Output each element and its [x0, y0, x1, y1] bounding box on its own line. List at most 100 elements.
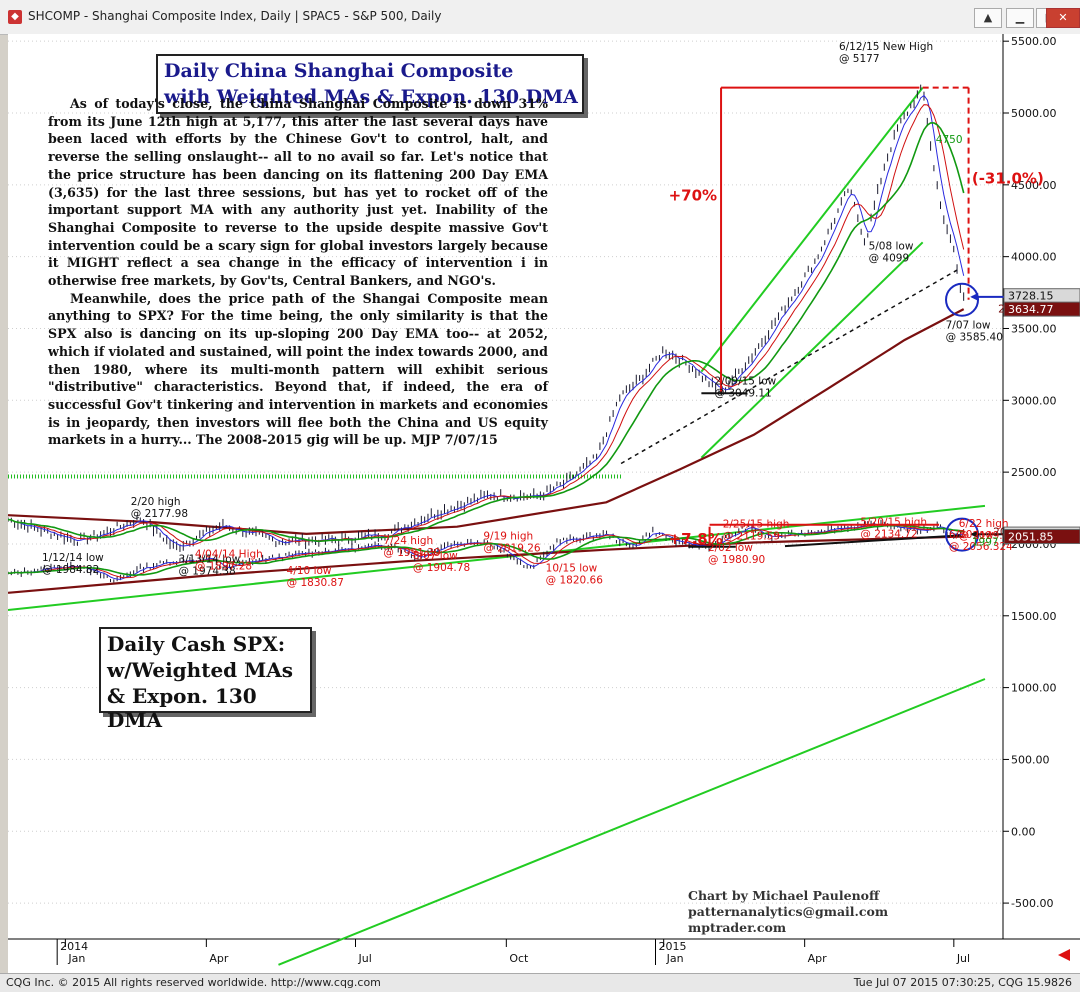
annotation-label: 2/09/15 low	[714, 376, 776, 388]
y-tick-label: 1500.00	[1011, 610, 1057, 623]
x-tick-label: Oct	[509, 952, 529, 965]
spx-channel-line	[278, 678, 986, 966]
annotation-label: 1/12/14 low	[42, 552, 104, 564]
chart-background	[8, 34, 1080, 973]
y-tick-label: 4500.00	[1011, 179, 1057, 192]
window-titlebar: ◆ SHCOMP - Shanghai Composite Index, Dai…	[0, 0, 1080, 35]
annotation-label: 2/20 high	[131, 496, 181, 508]
x-tick-label: 2015	[658, 940, 686, 953]
headline-top-line1: Daily China Shanghai Composite	[164, 60, 514, 82]
annotation-label: @ 1820.66	[546, 574, 604, 586]
headline-bottom-line2: w/Weighted MAs	[107, 658, 294, 682]
y-tick-label: 4000.00	[1011, 251, 1057, 264]
y-tick-label: 5000.00	[1011, 107, 1057, 120]
annotation-label: 10/15 low	[546, 562, 598, 574]
price-tag-label: 3634.77	[1008, 303, 1054, 316]
x-tick-label: Jan	[67, 952, 85, 965]
annotation-label: @ 5177	[839, 53, 880, 65]
y-tick-label: -500.00	[1011, 897, 1053, 910]
x-tick-label: 2014	[60, 940, 88, 953]
close-button[interactable]: ✕	[1046, 8, 1080, 28]
credit-line-1: Chart by Michael Paulenoff	[688, 888, 880, 903]
annotation-label: 8/07 low	[413, 550, 458, 562]
annotation-label: @ 1904.78	[413, 562, 470, 574]
spx-arrow-head	[970, 530, 979, 539]
status-left: CQG Inc. © 2015 All rights reserved worl…	[6, 976, 381, 989]
chart-svg: 5500.00 5000.00 4500.00 4000.00 3500.00 3000.…	[7, 34, 1080, 973]
annotation-label: +70%	[669, 187, 717, 205]
annotation-label: @ 2019.26	[483, 543, 541, 555]
y-tick-label: 500.00	[1011, 753, 1050, 766]
annotation-label: 7/24 high	[383, 535, 433, 547]
annotation-label: 4/10 low	[287, 565, 332, 577]
commentary-text: As of today's close, the China Shanghai …	[48, 95, 548, 449]
app-icon: ◆	[8, 10, 22, 24]
annotation-label: 2/02 low	[708, 542, 753, 554]
chart-area[interactable]: 5500.00 5000.00 4500.00 4000.00 3500.00 3000.…	[7, 34, 1080, 973]
annotation-label: 1997	[972, 536, 999, 548]
y-tick-label: 5500.00	[1011, 35, 1057, 48]
annotation-label: 5/08 low	[869, 240, 914, 252]
x-tick-label: Jul	[358, 952, 372, 965]
y-tick-label: 1000.00	[1011, 682, 1057, 695]
spx-rising-support-line	[784, 534, 961, 548]
commentary-paragraph-2: Meanwhile, does the price path of the Sh…	[48, 290, 548, 448]
annotation-label: @ 1897.28	[195, 561, 252, 573]
shanghai-channel-line	[700, 86, 924, 373]
spx-ema-line	[7, 535, 964, 594]
annotation-label: 2/25/15 high	[723, 518, 790, 530]
annotation-label: @ 3585.40	[946, 331, 1003, 343]
minimize-button[interactable]: ▁	[1006, 8, 1034, 28]
headline-top-box: Daily China Shanghai Composite with Weig…	[156, 54, 584, 114]
annotation-label: @ 1980.90	[708, 554, 765, 566]
x-tick-label: Jul	[956, 952, 970, 965]
headline-bottom-line3: & Expon. 130 DMA	[107, 684, 257, 732]
annotation-label: +7.8%	[669, 530, 723, 548]
y-tick-label: 3500.00	[1011, 322, 1057, 335]
commentary-paragraph-1: As of today's close, the China Shanghai …	[48, 96, 548, 289]
headline-bottom-box: Daily Cash SPX: w/Weighted MAs & Expon. …	[99, 627, 312, 732]
annotation-label: @ 1991.39	[383, 547, 440, 559]
annotation-label: 7/07 low	[946, 319, 991, 331]
annotation-label: 9/19 high	[483, 531, 533, 543]
status-right: Tue Jul 07 2015 07:30:25, CQG 15.9826	[853, 976, 1072, 989]
y-tick-label: 2500.00	[1011, 466, 1057, 479]
price-tag-box	[1003, 301, 1080, 317]
y-tick-label: 0.00	[1011, 825, 1036, 838]
price-tag-label: 3728.15	[1008, 290, 1054, 303]
spx-channel-line	[7, 504, 986, 612]
chart-credit: Chart by Michael Paulenoff patternanalyt…	[688, 888, 888, 936]
x-tick-label: Jan	[666, 952, 684, 965]
annotation-label: @ 2177.98	[131, 508, 188, 520]
annotation-label: @ 1974.38	[178, 566, 235, 578]
headline-top-line2: with Weighted MAs & Expon. 130 DMA	[164, 86, 578, 108]
annotation-label: 6/12/15 New High	[839, 41, 933, 53]
annotation-label: @ 2134.72	[860, 529, 917, 541]
scroll-up-button[interactable]: ▲	[974, 8, 1002, 28]
annotation-label: 6/22 high	[959, 518, 1009, 530]
price-tag-box	[1003, 529, 1080, 545]
annotation-label: @ 2056.324	[949, 541, 1013, 553]
shanghai-wma-line-1	[7, 94, 965, 547]
annotation-label: @ 1984.82	[42, 564, 99, 576]
x-tick-label: Apr	[209, 952, 229, 965]
spx-wma-line-3	[7, 524, 964, 577]
credit-line-2: patternanalytics@gmail.com	[688, 904, 889, 919]
shanghai-wma-line-2	[7, 104, 965, 546]
annotation-label: @ 4099	[869, 252, 910, 264]
headline-bottom-line1: Daily Cash SPX:	[107, 632, 286, 656]
price-tag-label: 2051.85	[1008, 531, 1054, 544]
annotation-label: @ 2119.59	[723, 530, 780, 542]
annotation-label: @ 1830.87	[287, 577, 344, 589]
annotation-label: 4750	[936, 134, 963, 146]
annotation-label: 3/13/14 low	[178, 554, 240, 566]
shanghai-support-line	[620, 267, 961, 465]
credit-line-3: mptrader.com	[688, 920, 787, 935]
shanghai-arrow-head	[970, 292, 979, 301]
shanghai-wma-line-3	[7, 122, 965, 543]
annotation-label: 5/20/15 high	[860, 517, 927, 529]
annotation-label: 4/04/14 High	[195, 549, 263, 561]
annotation-label: @ 3049.11	[714, 388, 771, 400]
window-title: SHCOMP - Shanghai Composite Index, Daily…	[28, 9, 442, 23]
annotation-label: (-31.0%)	[972, 169, 1044, 187]
